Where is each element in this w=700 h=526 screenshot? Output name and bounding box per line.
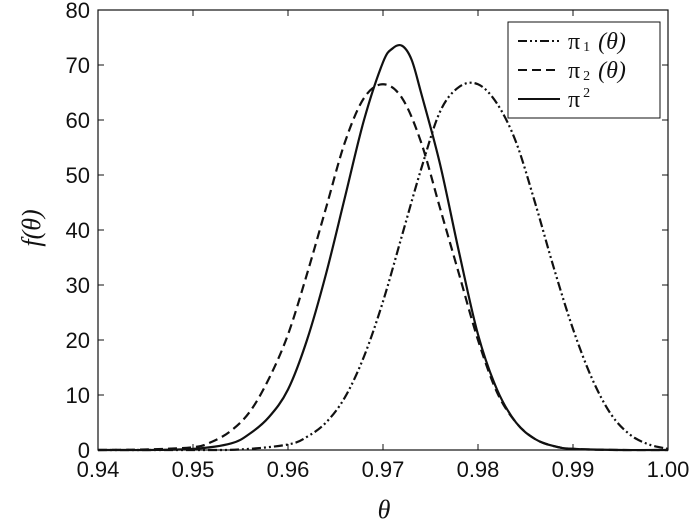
series-layer xyxy=(97,43,669,452)
x-tick-label: 0.94 xyxy=(77,457,120,482)
series-line-3 xyxy=(97,43,669,452)
x-tick-label: 0.97 xyxy=(362,457,405,482)
y-tick-label: 30 xyxy=(66,273,90,298)
x-axis-label: θ xyxy=(378,495,391,524)
series-line-1 xyxy=(97,81,669,452)
y-tick-label: 40 xyxy=(66,218,90,243)
legend-label-1: π 1 (θ) xyxy=(568,29,626,55)
legend-symbol: π xyxy=(568,87,580,113)
legend-label-2: π 2 (θ) xyxy=(568,58,626,84)
legend: π 1 (θ)π 2 (θ)π 2 xyxy=(507,21,661,119)
legend-superscript: 2 xyxy=(583,86,590,101)
y-tick-label: 0 xyxy=(78,438,90,463)
x-tick-label: 0.98 xyxy=(457,457,500,482)
y-tick-label: 80 xyxy=(66,0,90,23)
legend-subscript: 2 xyxy=(583,69,590,84)
series-line-2 xyxy=(97,83,669,452)
y-ticks: 0 10 20 30 40 50 60 70 80 xyxy=(66,0,668,463)
x-tick-label: 0.96 xyxy=(267,457,310,482)
x-tick-label: 0.95 xyxy=(172,457,215,482)
y-tick-label: 10 xyxy=(66,383,90,408)
x-tick-label: 1.00 xyxy=(647,457,690,482)
y-axis-label: f(θ) xyxy=(17,209,46,246)
legend-subscript: 1 xyxy=(583,40,590,55)
y-tick-label: 20 xyxy=(66,328,90,353)
legend-symbol: π xyxy=(568,29,580,55)
x-ticks: 0.94 0.95 0.96 0.97 0.98 0.99 1.00 xyxy=(77,10,690,482)
legend-argument: (θ) xyxy=(598,58,626,84)
y-tick-label: 50 xyxy=(66,163,90,188)
x-tick-label: 0.99 xyxy=(552,457,595,482)
y-tick-label: 70 xyxy=(66,53,90,78)
legend-argument: (θ) xyxy=(598,29,626,55)
y-tick-label: 60 xyxy=(66,108,90,133)
legend-symbol: π xyxy=(568,58,580,84)
